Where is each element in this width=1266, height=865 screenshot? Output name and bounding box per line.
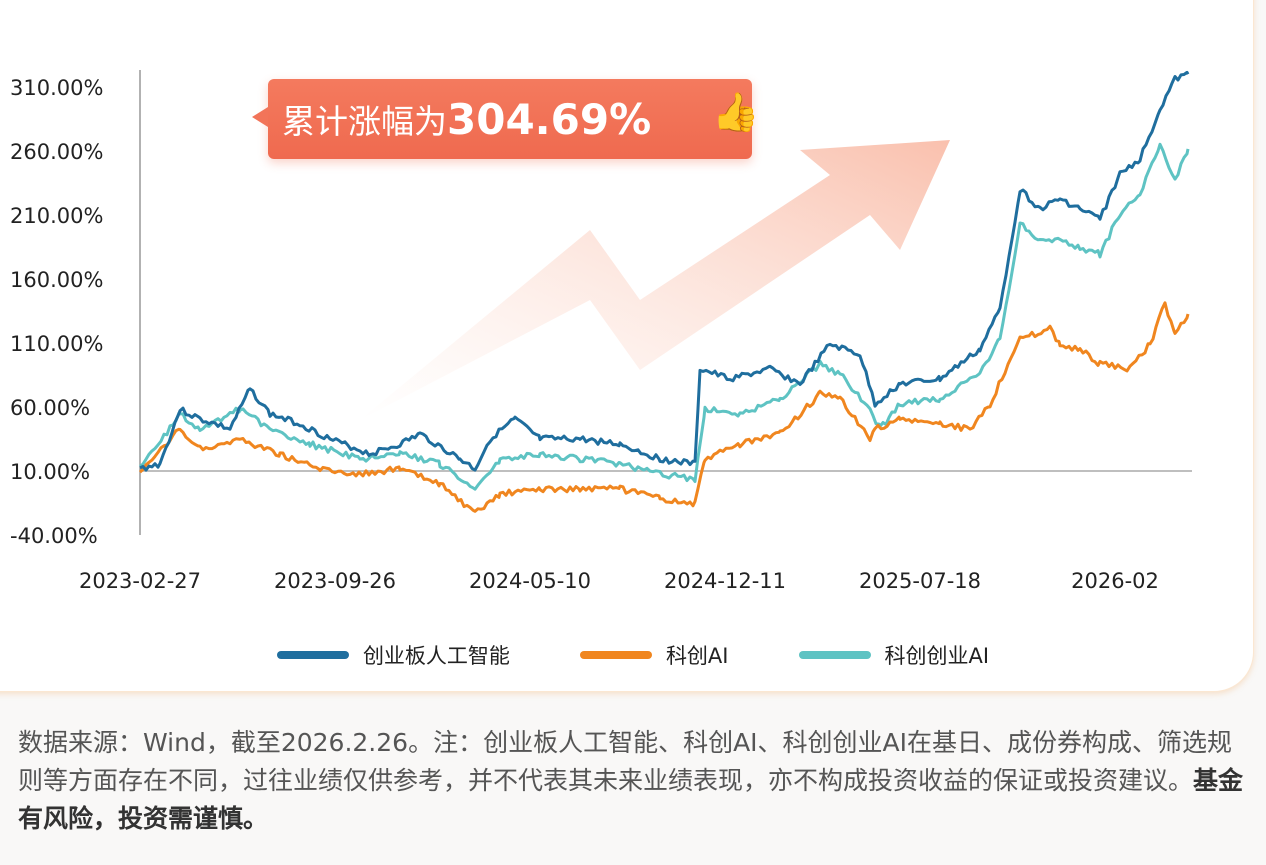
series-line-0 <box>139 70 1190 472</box>
legend-item: 科创创业AI <box>798 640 990 670</box>
legend-swatch <box>798 651 871 659</box>
legend-label: 科创AI <box>665 644 729 668</box>
legend-swatch <box>276 651 349 659</box>
y-tick-label: 260.00% <box>10 140 103 164</box>
x-tick-label: 2025-07-18 <box>859 569 981 593</box>
y-tick-label: 60.00% <box>10 396 90 420</box>
x-tick-label: 2024-05-10 <box>469 569 591 593</box>
x-tick-label: 2023-02-27 <box>79 569 201 593</box>
cumulative-gain-callout: 累计涨幅为 304.69% <box>252 79 752 159</box>
x-tick-label: 2024-12-11 <box>664 569 786 593</box>
legend-label: 科创创业AI <box>884 644 990 668</box>
legend-label: 创业板人工智能 <box>362 644 510 668</box>
callout-value: 304.69% <box>447 94 652 144</box>
series-line-1 <box>138 301 1190 513</box>
note-text: 数据来源：Wind，截至2026.2.26。注：创业板人工智能、科创AI、科创创… <box>18 728 1233 795</box>
line-chart: 310.00% 260.00% 210.00% 160.00% 110.00% 60.00… <box>10 70 1192 593</box>
disclaimer-note: 数据来源：Wind，截至2026.2.26。注：创业板人工智能、科创AI、科创创… <box>18 724 1248 838</box>
y-tick-label: 160.00% <box>10 268 103 292</box>
thumbs-up-icon: 👍 <box>712 90 760 134</box>
legend-swatch <box>579 651 652 659</box>
y-tick-label: 110.00% <box>10 332 103 356</box>
x-tick-label: 2023-09-26 <box>274 569 396 593</box>
chart-legend: 创业板人工智能 科创AI 科创创业AI <box>0 640 1266 670</box>
y-tick-label: 210.00% <box>10 204 103 228</box>
callout-prefix: 累计涨幅为 <box>282 102 447 141</box>
risk-warning: 基金有风险，投资需谨慎。 <box>18 766 1244 833</box>
series-line-2 <box>139 142 1190 491</box>
y-tick-label: -40.00% <box>10 524 98 548</box>
growth-arrow-decoration <box>360 140 950 420</box>
y-tick-label: 310.00% <box>10 76 103 100</box>
legend-item: 科创AI <box>579 640 729 670</box>
x-tick-label: 2026-02 <box>1071 569 1159 593</box>
y-tick-label: 10.00% <box>10 460 90 484</box>
legend-item: 创业板人工智能 <box>276 640 510 670</box>
